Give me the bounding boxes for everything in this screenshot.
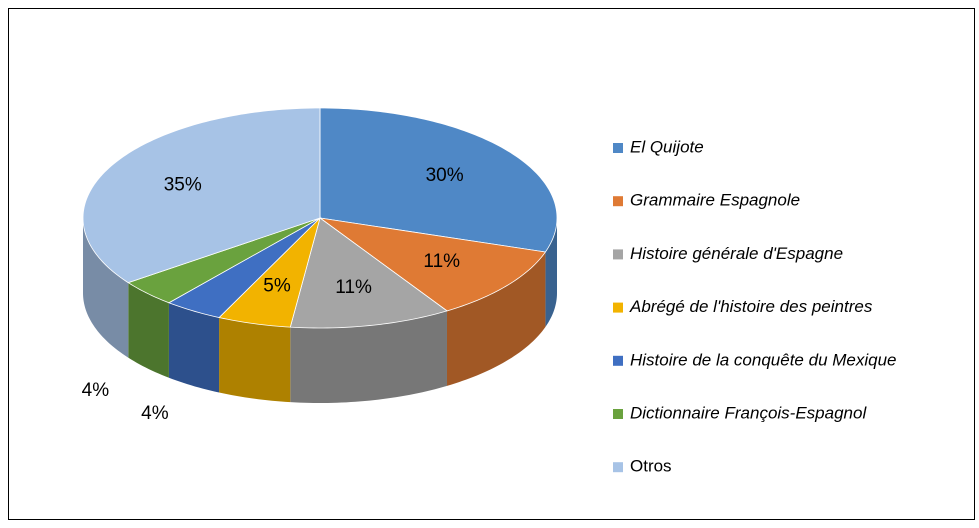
legend-label: Grammaire Espagnole — [630, 191, 800, 210]
pie-slice-side — [128, 282, 169, 378]
data-label: 11% — [423, 251, 460, 272]
legend-label: Histoire de la conquête du Mexique — [630, 350, 897, 369]
pie-slice-side — [545, 218, 557, 327]
pie-slice-side — [83, 218, 129, 358]
data-label: 5% — [263, 276, 291, 297]
data-label: 11% — [335, 277, 372, 298]
pie-slice — [127, 217, 321, 304]
legend-swatch — [613, 355, 623, 366]
legend-label: Histoire générale d'Espagne — [630, 244, 843, 263]
pie-slice-side — [168, 302, 220, 393]
pie-slice — [82, 107, 321, 284]
pie-slice-side — [446, 251, 546, 386]
pie-slice — [289, 217, 448, 329]
legend-label: Dictionnaire François-Espagnol — [630, 403, 867, 422]
data-label: 35% — [164, 175, 202, 196]
pie-slice — [167, 217, 321, 318]
legend-swatch — [613, 409, 623, 419]
data-label: 4% — [82, 380, 110, 401]
pie-slice — [319, 217, 547, 312]
legend-swatch — [613, 302, 623, 313]
legend-swatch — [613, 249, 623, 260]
data-label: 4% — [141, 403, 169, 424]
data-label: 30% — [426, 165, 464, 186]
legend-label: Otros — [630, 457, 672, 476]
pie-slice — [218, 216, 321, 328]
pie-slice-side — [219, 317, 291, 403]
legend-swatch — [613, 196, 623, 207]
legend-label: El Quijote — [630, 137, 704, 156]
legend-swatch — [613, 143, 623, 153]
pie-slice-side — [290, 310, 447, 403]
pie-slice — [319, 107, 558, 253]
legend-label: Abrégé de l'histoire des peintres — [629, 297, 873, 316]
legend-swatch — [613, 462, 623, 473]
